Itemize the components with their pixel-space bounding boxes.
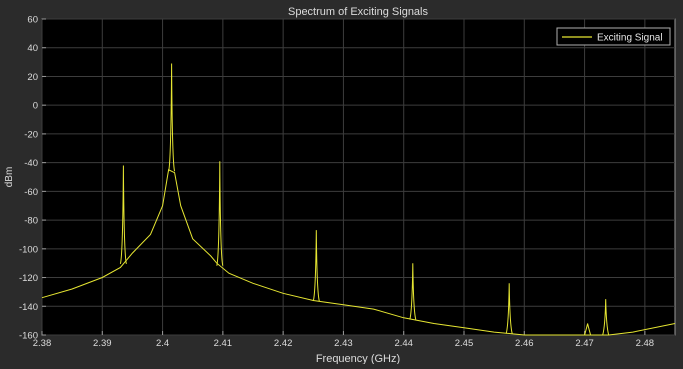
chart-title: Spectrum of Exciting Signals: [288, 6, 429, 18]
series-peak: [409, 263, 417, 320]
legend-label: Exciting Signal: [597, 33, 663, 44]
series-baseline-line: [41, 169, 676, 336]
y-tick-label: -40: [24, 158, 38, 169]
x-tick-label: 2.38: [33, 338, 52, 349]
y-axis-label: dBm: [4, 167, 15, 188]
series-peak: [602, 299, 610, 336]
y-tick-label: -60: [24, 187, 38, 198]
x-tick-label: 2.45: [455, 338, 474, 349]
x-tick-label: 2.44: [394, 338, 413, 349]
y-tick-label: -140: [19, 302, 38, 313]
x-tick-label: 2.42: [274, 338, 293, 349]
plot-area: [41, 18, 676, 336]
y-tick-label: -20: [24, 129, 38, 140]
series-group: [41, 63, 676, 336]
x-axis-ticks: 2.38 2.39 2.4 2.41 2.42 2.43 2.44 2.45 2.46 2.47 2…: [33, 331, 654, 349]
legend: Exciting Signal: [556, 27, 671, 46]
series-peak: [168, 63, 176, 172]
y-tick-label: -160: [19, 331, 38, 342]
legend-box: [556, 27, 671, 46]
series-peak: [216, 161, 224, 266]
y-axis-ticks: 60 40 20 0 -20 -40 -60 -80 -100 -120 -140 -160: [19, 15, 46, 342]
x-tick-label: 2.47: [575, 338, 594, 349]
y-tick-label: 40: [27, 43, 38, 54]
x-tick-label: 2.46: [515, 338, 534, 349]
x-tick-label: 2.48: [636, 338, 655, 349]
y-tick-label: 20: [27, 72, 38, 83]
x-tick-label: 2.39: [93, 338, 112, 349]
series-peak: [119, 165, 127, 265]
grid: [41, 18, 675, 336]
x-tick-label: 2.41: [214, 338, 233, 349]
y-tick-label: 60: [27, 15, 38, 26]
x-tick-label: 2.43: [334, 338, 353, 349]
series-peak: [584, 323, 592, 336]
x-tick-label: 2.4: [156, 338, 169, 349]
x-axis-label: Frequency (GHz): [316, 353, 400, 364]
y-tick-label: 0: [33, 101, 38, 112]
y-tick-label: -120: [19, 273, 38, 284]
y-tick-label: -100: [19, 244, 38, 255]
series-peak: [312, 230, 320, 302]
y-tick-label: -80: [24, 216, 38, 227]
series-peak: [505, 283, 513, 334]
